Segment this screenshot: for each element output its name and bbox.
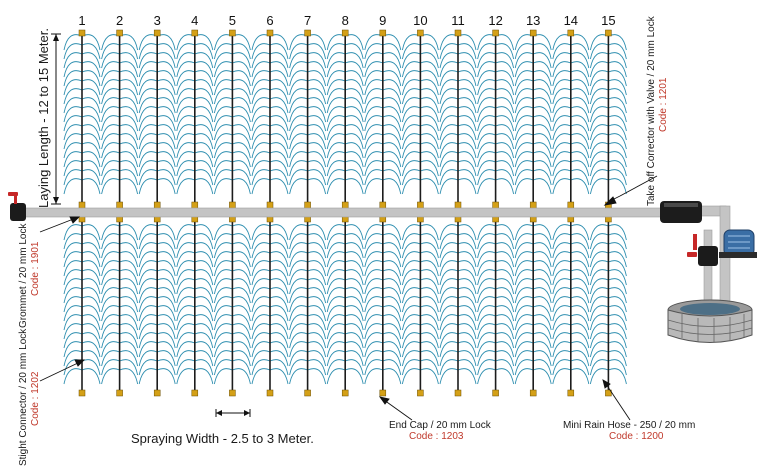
column-number: 8 [341,13,349,28]
leader-lines [39,175,658,421]
column-number: 15 [601,13,616,28]
spray-arc-group [138,34,176,385]
spray-arc-group [101,34,139,385]
spray-arc-group [63,34,101,385]
main-pipe [21,207,663,218]
column-number: 4 [191,13,199,28]
mini-rain-hose-label: Mini Rain Hose - 250 / 20 mm [563,420,696,431]
laying-length-dimension [51,33,61,205]
spray-arc-group [552,34,590,385]
column-number: 12 [488,13,503,28]
spraying-width-dimension [215,409,251,417]
water-well-icon [667,299,753,343]
spray-arc-group [251,34,289,385]
feed-pipe-vertical [719,205,731,312]
grommet-label: Grommet / 20 mm Lock [18,223,29,328]
column-number: 14 [563,13,579,28]
spray-arc-group [326,34,364,385]
spray-arc-group [176,34,214,385]
spray-arc-group [401,34,439,385]
well-valve-icon [687,234,718,266]
column-number: 6 [266,13,274,28]
valve-icon [8,192,26,221]
spray-arc-group [477,34,515,385]
spray-arc-group [213,34,251,385]
column-number: 9 [379,13,387,28]
straight-connector-code: Code : 1202 [30,371,41,427]
spraying-width-label: Spraying Width - 2.5 to 3 Meter. [131,431,314,446]
straight-connector-label: Stight Connector / 20 mm Lock [18,328,29,466]
laying-length-label: Laying Length - 12 to 15 Meter. [36,28,51,208]
take-off-coupling [660,201,702,223]
column-number: 7 [303,13,312,28]
column-number: 13 [525,13,541,28]
column-number: 10 [413,13,428,28]
spray-arc-group [289,34,327,385]
take-off-connector-label: Take off Corrector with Valve / 20 mm Lo… [646,16,657,206]
column-number: 3 [153,13,161,28]
column-number: 1 [78,13,86,28]
end-cap-label: End Cap / 20 mm Lock [389,420,491,431]
pump-motor-icon [719,229,757,258]
take-off-connector-code: Code : 1201 [658,77,669,133]
end-cap-code: Code : 1203 [409,431,464,442]
grommet-code: Code : 1901 [30,241,41,297]
column-number: 5 [228,13,237,28]
spray-arc-group [439,34,477,385]
spray-pattern [63,34,627,385]
spray-arc-group [514,34,552,385]
mini-rain-hose-code: Code : 1200 [609,431,664,442]
column-number: 11 [451,13,465,28]
column-number: 2 [115,13,124,28]
